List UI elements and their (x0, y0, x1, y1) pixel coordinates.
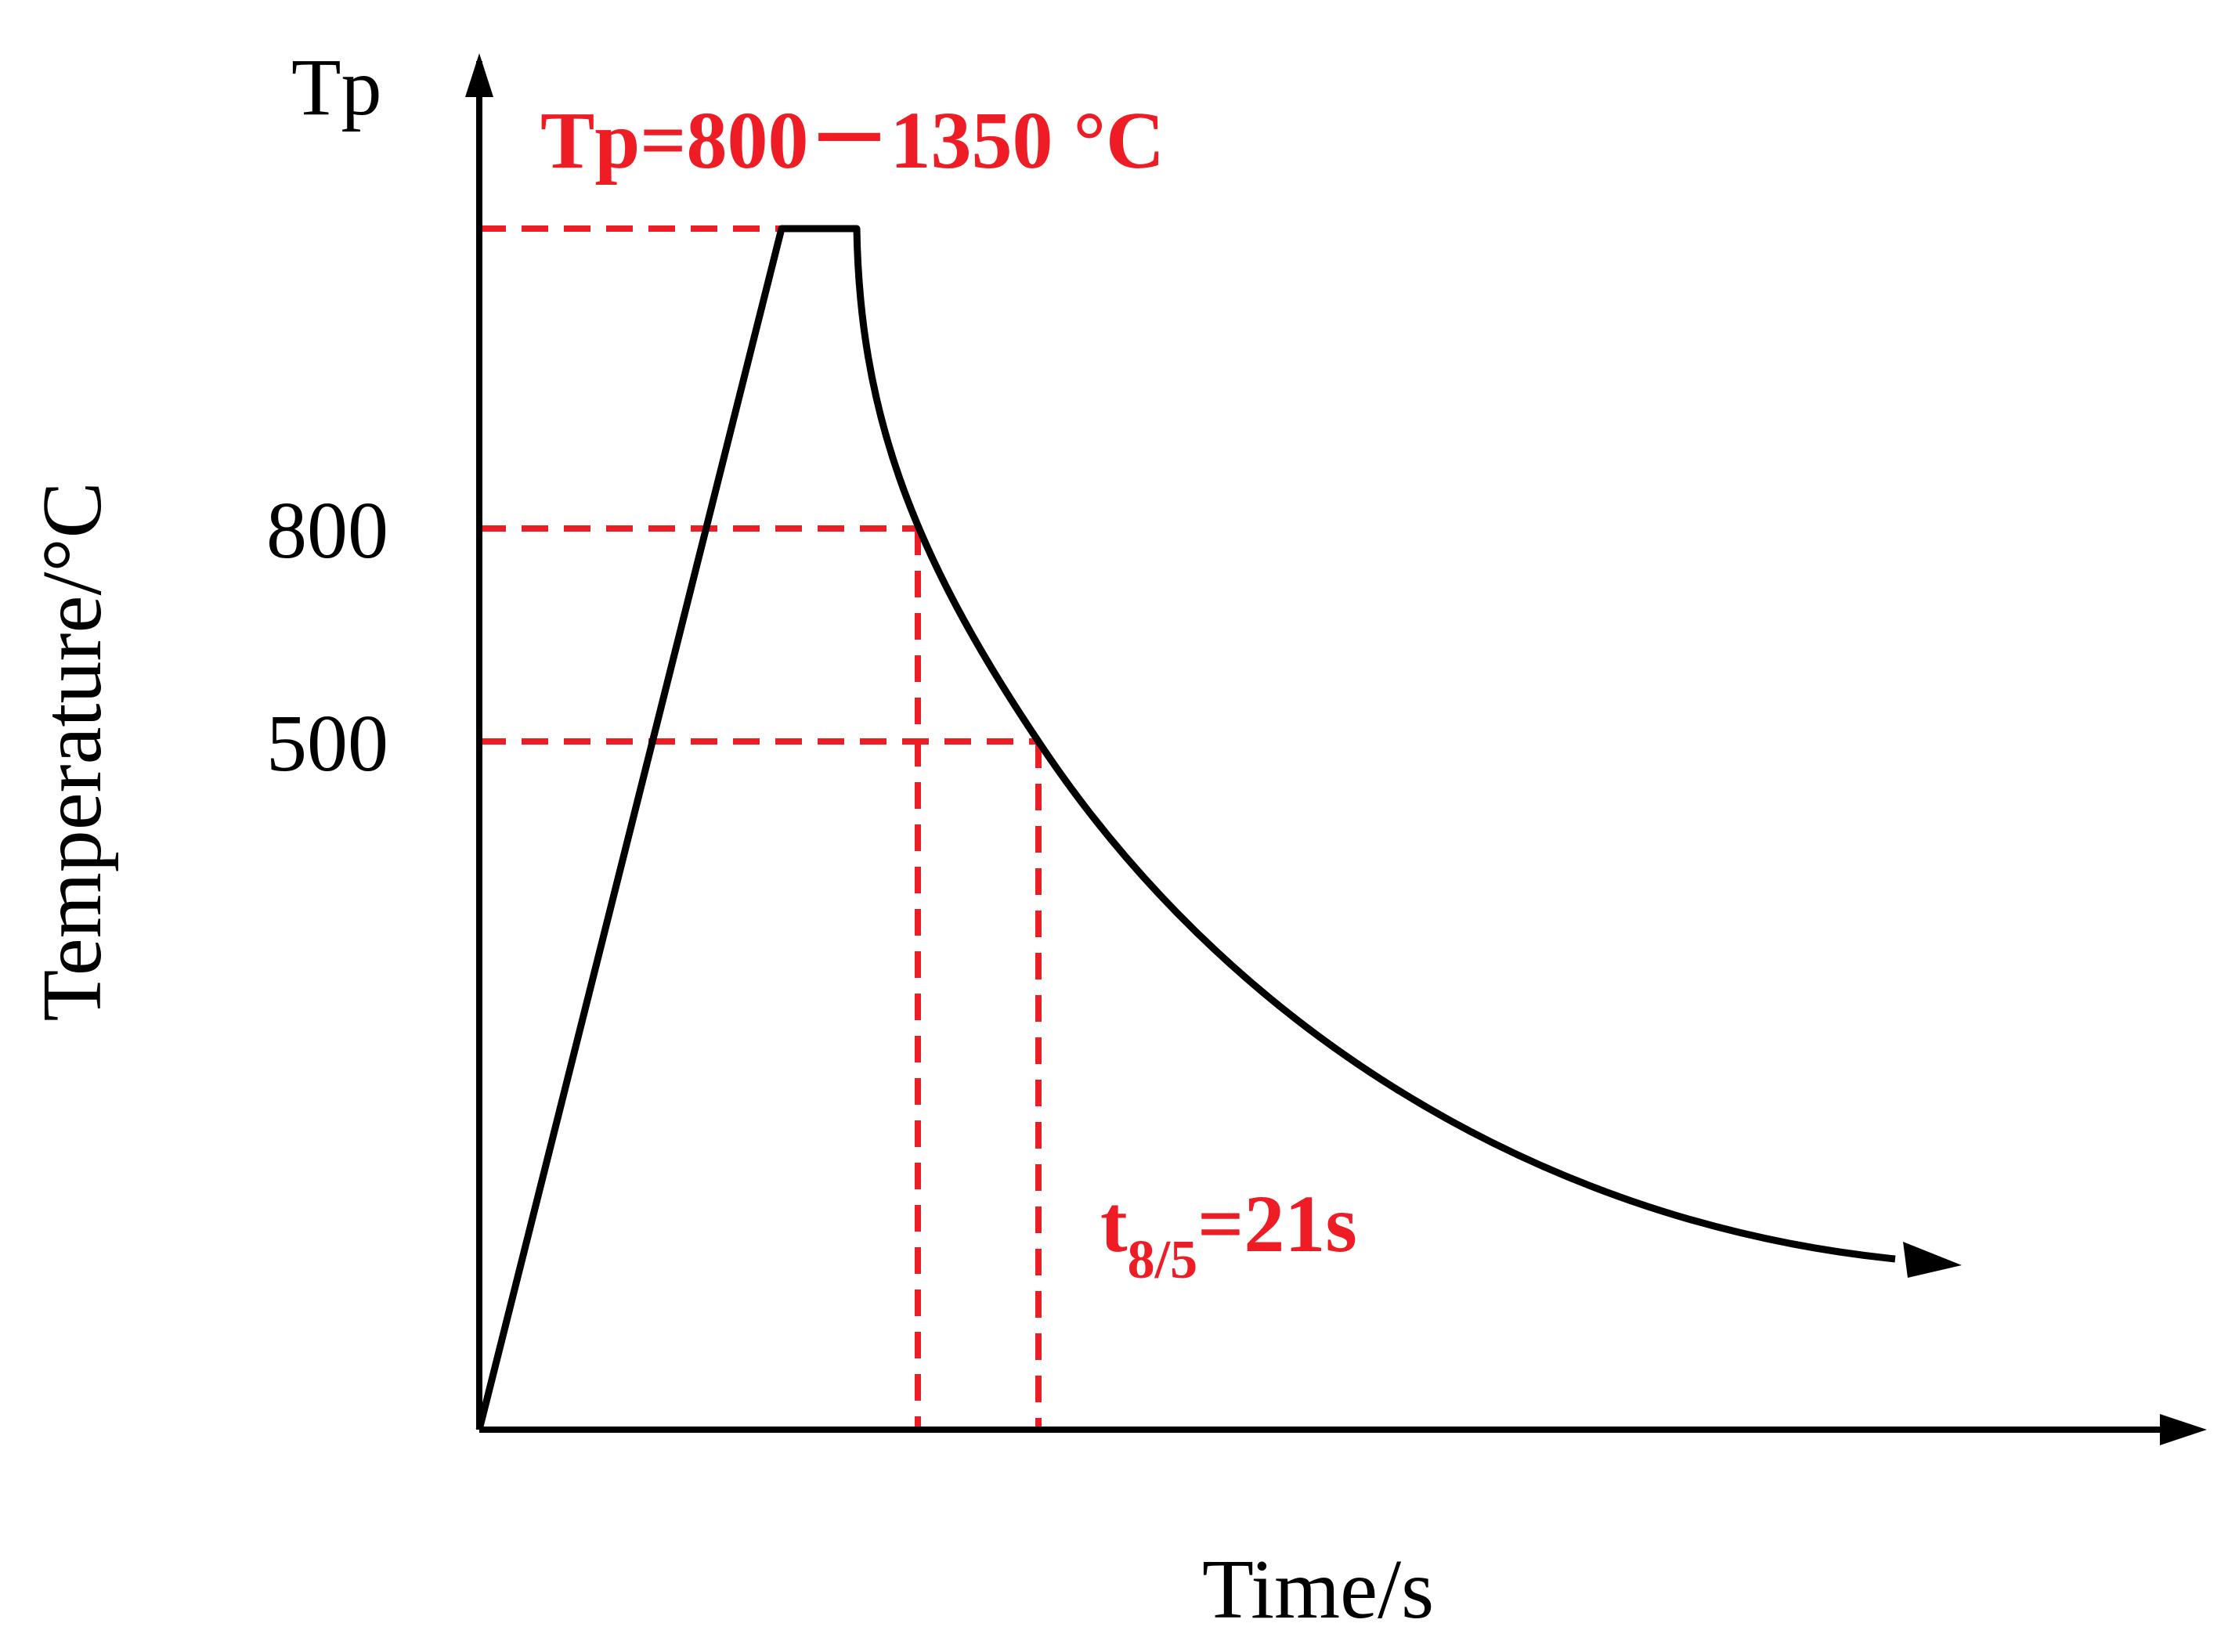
thermal-cycle-curve (475, 225, 1896, 1431)
y-tick-tp: Tp (291, 42, 382, 132)
y-axis-arrowhead (465, 53, 493, 97)
y-tick-800: 800 (266, 485, 388, 575)
y-tick-500: 500 (266, 698, 388, 788)
y-axis-title: Temperature/°C (26, 482, 119, 1021)
guide-lines (479, 225, 1042, 1430)
cooling-time-label: t8/5=21s (1100, 1179, 1357, 1290)
curve-arrowhead (1903, 1242, 1962, 1278)
cooling-time-symbol: t (1100, 1179, 1128, 1269)
peak-range-label: Tp=800－1350 °C (540, 96, 1165, 186)
x-axis-arrowhead (2160, 1414, 2207, 1445)
cooling-time-value: =21s (1197, 1179, 1357, 1269)
x-axis-title: Time/s (1202, 1543, 1434, 1636)
cooling-time-subscript: 8/5 (1128, 1230, 1197, 1290)
